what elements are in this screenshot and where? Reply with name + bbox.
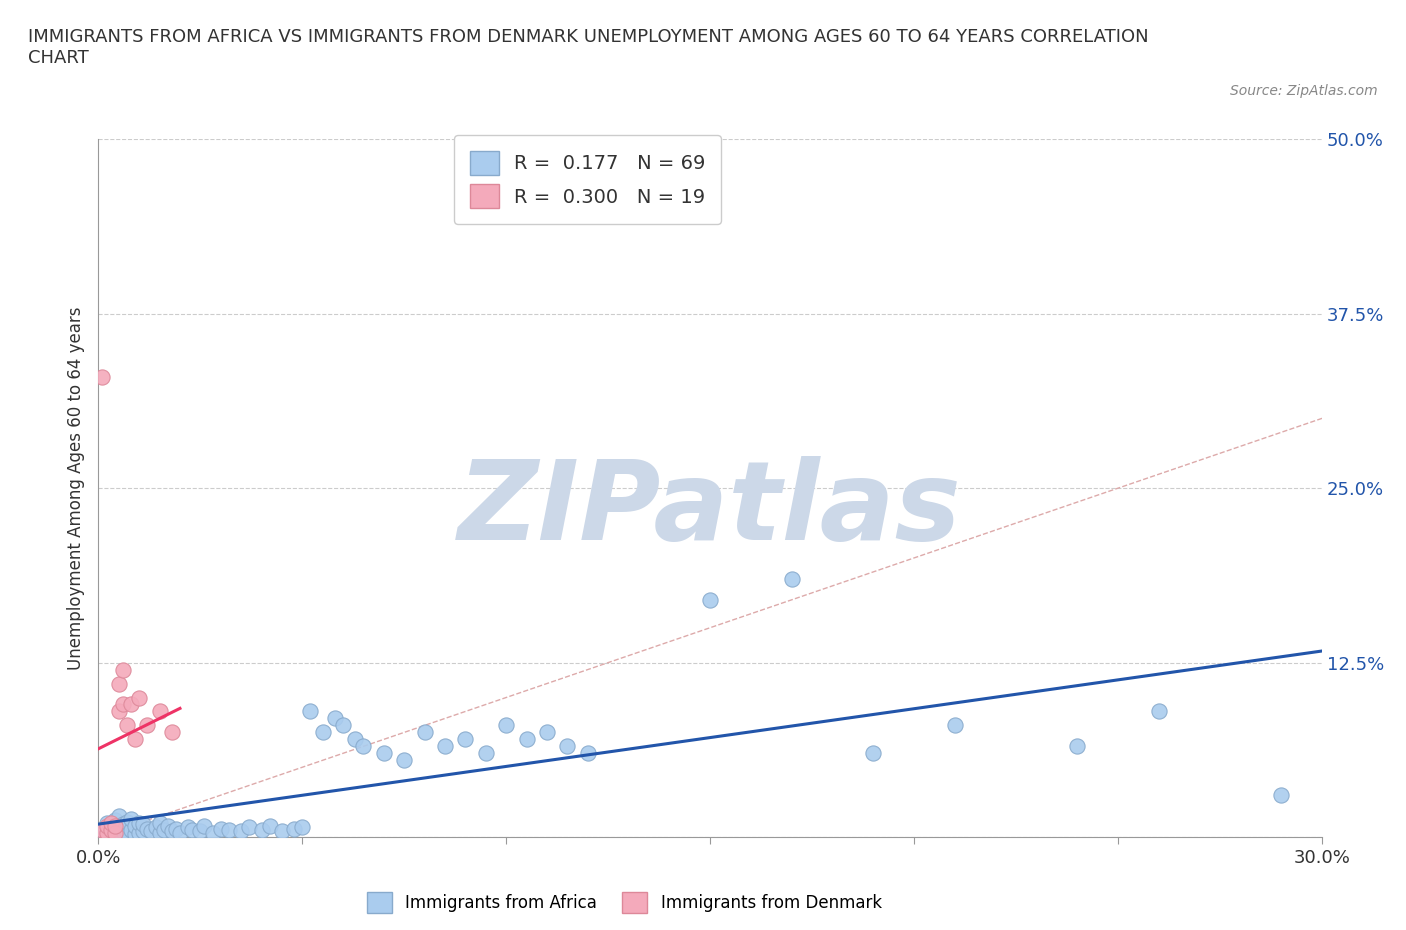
Point xyxy=(536,725,558,740)
Point xyxy=(120,698,142,712)
Point xyxy=(323,711,346,725)
Point xyxy=(188,824,212,839)
Point xyxy=(100,826,122,841)
Point xyxy=(100,823,122,837)
Point xyxy=(104,826,127,841)
Point xyxy=(177,820,200,835)
Point xyxy=(108,704,131,719)
Point xyxy=(392,753,416,768)
Point xyxy=(344,732,367,747)
Point xyxy=(111,817,134,831)
Point xyxy=(283,821,305,836)
Point xyxy=(780,571,803,587)
Point xyxy=(352,738,374,753)
Point xyxy=(115,815,138,830)
Point xyxy=(250,823,273,837)
Point xyxy=(555,738,579,753)
Point xyxy=(152,823,174,837)
Point xyxy=(291,820,314,835)
Point xyxy=(124,827,146,842)
Point xyxy=(124,732,146,747)
Point xyxy=(149,826,172,841)
Point xyxy=(699,592,721,607)
Point xyxy=(160,824,183,839)
Point xyxy=(332,718,354,733)
Point xyxy=(1066,738,1088,753)
Point xyxy=(136,718,159,733)
Point xyxy=(576,746,599,761)
Text: IMMIGRANTS FROM AFRICA VS IMMIGRANTS FROM DENMARK UNEMPLOYMENT AMONG AGES 60 TO : IMMIGRANTS FROM AFRICA VS IMMIGRANTS FRO… xyxy=(28,28,1149,67)
Text: ZIPatlas: ZIPatlas xyxy=(458,456,962,563)
Point xyxy=(141,824,163,839)
Point xyxy=(495,718,517,733)
Y-axis label: Unemployment Among Ages 60 to 64 years: Unemployment Among Ages 60 to 64 years xyxy=(66,307,84,670)
Point xyxy=(149,704,172,719)
Point xyxy=(128,826,150,841)
Point xyxy=(132,824,155,839)
Point xyxy=(136,821,159,836)
Point xyxy=(312,725,335,740)
Point xyxy=(104,824,127,839)
Point xyxy=(104,818,127,833)
Point xyxy=(474,746,498,761)
Point xyxy=(165,821,187,836)
Point xyxy=(91,369,114,384)
Point xyxy=(209,821,232,836)
Point xyxy=(862,746,884,761)
Point xyxy=(270,824,294,839)
Point xyxy=(145,820,167,835)
Point xyxy=(100,816,122,830)
Point xyxy=(169,826,191,841)
Point xyxy=(100,818,122,833)
Point xyxy=(128,690,150,705)
Point xyxy=(104,813,127,828)
Point xyxy=(516,732,538,747)
Point xyxy=(156,818,179,833)
Point xyxy=(181,823,204,837)
Point xyxy=(108,809,131,824)
Point xyxy=(259,818,281,833)
Point xyxy=(111,698,134,712)
Point xyxy=(111,824,134,839)
Point xyxy=(111,662,134,677)
Point xyxy=(238,820,260,835)
Point xyxy=(108,827,131,842)
Point xyxy=(373,746,395,761)
Point xyxy=(413,725,436,740)
Point xyxy=(193,818,215,833)
Point xyxy=(96,818,118,833)
Point xyxy=(218,823,240,837)
Point xyxy=(108,676,131,691)
Point xyxy=(108,821,131,836)
Point xyxy=(96,826,118,841)
Point xyxy=(201,826,224,841)
Point xyxy=(91,823,114,837)
Point xyxy=(120,823,142,837)
Point xyxy=(434,738,457,753)
Point xyxy=(160,725,183,740)
Text: Source: ZipAtlas.com: Source: ZipAtlas.com xyxy=(1230,84,1378,98)
Point xyxy=(231,824,253,839)
Point xyxy=(454,732,477,747)
Point xyxy=(124,818,146,833)
Point xyxy=(1147,704,1170,719)
Point xyxy=(115,718,138,733)
Point xyxy=(120,811,142,827)
Legend: Immigrants from Africa, Immigrants from Denmark: Immigrants from Africa, Immigrants from … xyxy=(360,885,889,920)
Point xyxy=(132,817,155,831)
Point xyxy=(1270,788,1292,803)
Point xyxy=(149,816,172,830)
Point xyxy=(128,816,150,830)
Point xyxy=(91,823,114,837)
Point xyxy=(96,816,118,830)
Point xyxy=(943,718,966,733)
Point xyxy=(299,704,322,719)
Point xyxy=(115,826,138,841)
